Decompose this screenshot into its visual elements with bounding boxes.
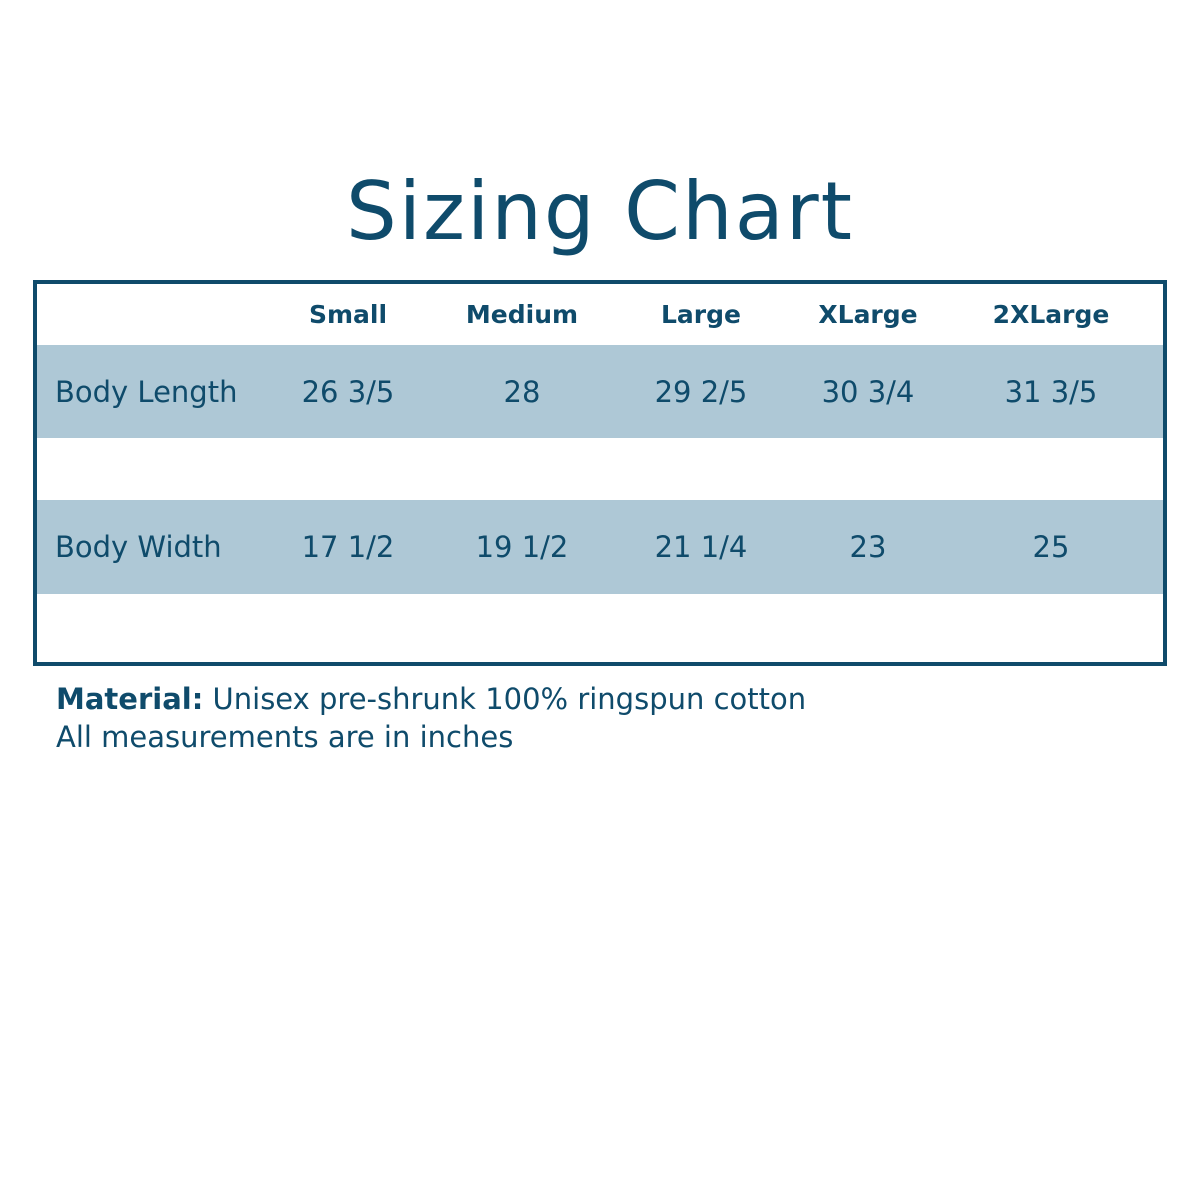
table-cell: 30 3/4 (821, 374, 915, 409)
table-cell: 26 3/5 (301, 374, 395, 409)
table-cell: 23 (849, 530, 887, 564)
page-title: Sizing Chart (346, 165, 854, 258)
col-header-medium: Medium (465, 300, 579, 329)
table-cell: 17 1/2 (301, 530, 395, 564)
material-label: Material: (56, 682, 204, 716)
table-cell: 19 1/2 (475, 530, 569, 564)
material-text: Unisex pre-shrunk 100% ringspun cotton (212, 682, 807, 716)
table-row: Body Width 17 1/2 19 1/2 21 1/4 23 25 (37, 500, 1163, 594)
material-note: Material: Unisex pre-shrunk 100% ringspu… (56, 680, 806, 718)
col-header-large: Large (661, 300, 741, 329)
sizing-table: Small Medium Large XLarge 2XLarge Body L… (33, 280, 1167, 666)
table-cell: 31 3/5 (1004, 374, 1098, 409)
table-cell: 25 (1032, 530, 1070, 564)
header-row: Small Medium Large XLarge 2XLarge (37, 284, 1163, 345)
notes: Material: Unisex pre-shrunk 100% ringspu… (56, 680, 806, 756)
row-label: Body Width (55, 530, 222, 564)
table-cell: 28 (503, 374, 541, 409)
col-header-xlarge: XLarge (818, 300, 918, 329)
col-header-2xlarge: 2XLarge (992, 300, 1110, 329)
table-row: Body Length 26 3/5 28 29 2/5 30 3/4 31 3… (37, 345, 1163, 438)
col-header-small: Small (308, 300, 388, 329)
units-note: All measurements are in inches (56, 720, 514, 754)
table-cell: 29 2/5 (654, 374, 748, 409)
row-label: Body Length (55, 374, 238, 409)
table-cell: 21 1/4 (654, 530, 748, 564)
